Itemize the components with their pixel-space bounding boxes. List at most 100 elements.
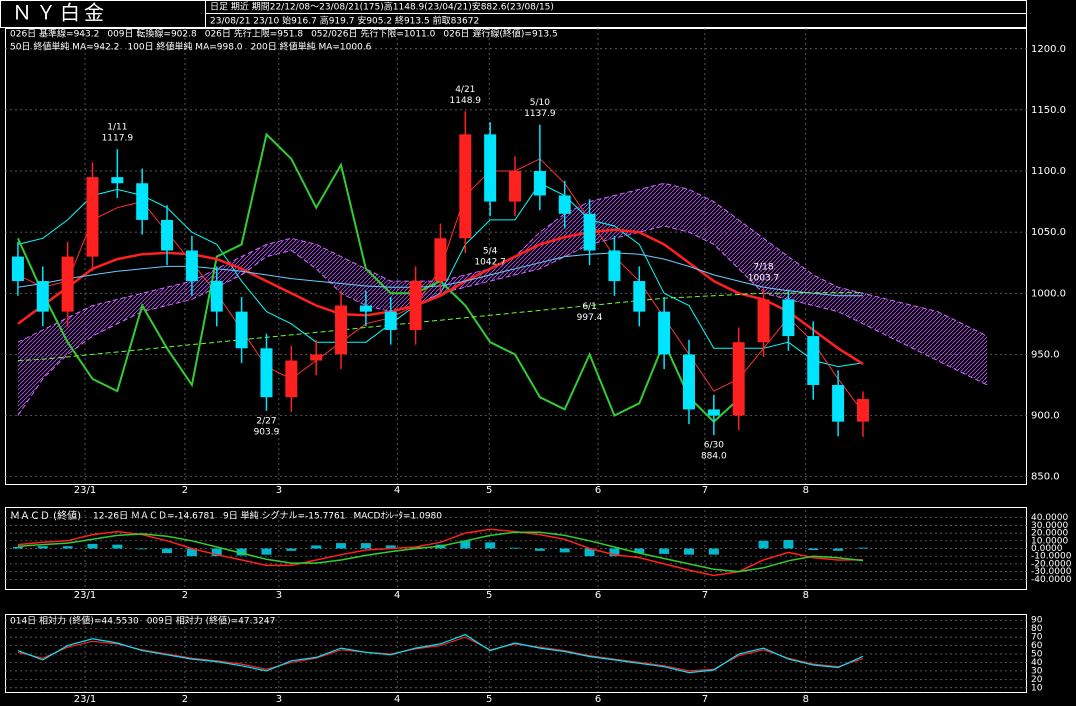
histogram-bar — [534, 548, 545, 551]
y-tick-label: 20 — [1031, 675, 1043, 685]
y-tick-label: -10.0000 — [1031, 552, 1072, 562]
histogram-bar — [162, 548, 173, 554]
annotation-date: 7/18 — [753, 262, 773, 272]
legend-entry: 200日 終値単純 MA=1000.6 — [251, 41, 372, 53]
candle-body — [533, 171, 546, 196]
x-tick-label: 4 — [394, 485, 400, 496]
cloud — [17, 183, 988, 416]
candle-body — [757, 299, 770, 343]
candle-body — [136, 183, 149, 220]
histogram-bar — [857, 547, 868, 549]
annotation-value: 1148.9 — [450, 96, 482, 106]
legend-entry: 50日 終値単純 MA=942.2 — [10, 41, 119, 53]
candle-body — [856, 399, 869, 422]
indicator-line — [17, 531, 864, 573]
y-tick-label: 10 — [1031, 683, 1043, 693]
legend-entry: 12-26日 ＭＡＣＤ=-14.6781 — [93, 511, 215, 522]
candle-body — [459, 134, 472, 239]
histogram-bar — [37, 546, 48, 549]
legend-entry: 009日 転換線=902.8 — [107, 28, 197, 40]
x-tick-label: 23/1 — [74, 485, 96, 496]
y-tick-label: -40.0000 — [1031, 575, 1072, 585]
candle-body — [732, 342, 745, 416]
candle-body — [111, 177, 124, 184]
x-tick-label: 4 — [394, 694, 400, 705]
x-tick-label: 8 — [803, 694, 809, 705]
panel-frame — [5, 614, 1027, 693]
annotation-value: 1117.9 — [102, 134, 134, 144]
histogram-bar — [584, 548, 595, 557]
candle-body — [409, 281, 422, 330]
y-tick-label: 90 — [1031, 616, 1043, 626]
y-tick-label: 40.0000 — [1031, 513, 1068, 523]
annotation-date: 6/30 — [704, 441, 724, 451]
histogram-bar — [137, 548, 148, 550]
x-tick-label: 3 — [276, 694, 282, 705]
x-tick-label: 5 — [486, 590, 492, 601]
candle-body — [235, 311, 248, 349]
histogram-bar — [12, 546, 23, 549]
x-tick-label: 8 — [803, 485, 809, 496]
candle-body — [707, 409, 720, 416]
y-tick-label: 1200.0 — [1031, 44, 1066, 55]
histogram-bar — [360, 543, 371, 549]
legend-entry: 100日 終値単純 MA=998.0 — [127, 41, 242, 53]
candle-body — [285, 360, 298, 398]
chart-title: ＮＹ白金 — [12, 1, 108, 25]
candle-body — [633, 281, 646, 312]
candle-body — [86, 177, 99, 257]
histogram-bar — [236, 548, 247, 556]
histogram-bar — [559, 548, 570, 553]
histogram-bar — [460, 540, 471, 549]
legend-entry: 014日 相対力 (終値)=44.5530 — [10, 615, 139, 627]
histogram-bar — [808, 548, 819, 551]
y-tick-label: 10.0000 — [1031, 536, 1068, 546]
legend-entry: 052/026日 先行下限=1011.0 — [311, 28, 436, 40]
annotation-date: 1/11 — [107, 123, 127, 133]
panel-frame — [5, 28, 1027, 485]
x-tick-label: 23/1 — [74, 694, 96, 705]
histogram-bar — [659, 548, 670, 554]
legend-entry: MACDｵｼﾚｰﾀ=1.0980 — [353, 511, 442, 522]
indicator-line — [17, 182, 988, 343]
candle-body — [583, 213, 596, 251]
candle-body — [434, 238, 447, 282]
indicator-line — [16, 132, 740, 424]
y-tick-label: 60 — [1031, 641, 1043, 651]
y-tick-label: 0.0000 — [1031, 544, 1063, 554]
histogram-bar — [62, 546, 73, 549]
histogram-bar — [485, 542, 496, 549]
legend-entry: 9日 単純 シグナル=-15.7761 — [223, 510, 345, 522]
candle-body — [484, 134, 497, 202]
candle-body — [161, 219, 174, 251]
candle-body — [335, 305, 348, 355]
histogram-bar — [211, 548, 222, 557]
y-tick-label: 1150.0 — [1031, 105, 1066, 116]
candle-body — [210, 281, 223, 312]
panel-title: ＭＡＣＤ (終値) — [10, 509, 81, 522]
y-tick-label: -30.0000 — [1031, 567, 1072, 577]
x-tick-label: 6 — [595, 694, 601, 705]
candle-body — [36, 281, 49, 312]
annotation-date: 5/4 — [483, 247, 498, 257]
candle-body — [558, 195, 571, 214]
histogram-bar — [112, 544, 123, 549]
candle-body — [782, 299, 795, 337]
y-tick-label: 50 — [1031, 650, 1043, 660]
x-tick-label: 23/1 — [74, 590, 96, 601]
y-tick-label: 850.0 — [1031, 472, 1060, 483]
y-tick-label: 30 — [1031, 666, 1043, 676]
x-tick-label: 7 — [702, 694, 708, 705]
info-line: 23/08/21 23/10 始916.7 高919.7 安905.2 終913… — [210, 15, 479, 27]
histogram-bar — [833, 548, 844, 551]
annotation-value: 997.4 — [577, 313, 603, 323]
x-tick-label: 5 — [486, 485, 492, 496]
annotation-date: 4/21 — [455, 85, 475, 95]
histogram-bar — [758, 540, 769, 549]
histogram-bar — [286, 548, 297, 551]
annotation-value: 1003.7 — [748, 273, 780, 283]
y-tick-label: 950.0 — [1031, 349, 1060, 360]
info-line: 日足 期近 期間22/12/08～23/08/21(175)高1148.9(23… — [210, 1, 554, 13]
histogram-bar — [385, 545, 396, 549]
